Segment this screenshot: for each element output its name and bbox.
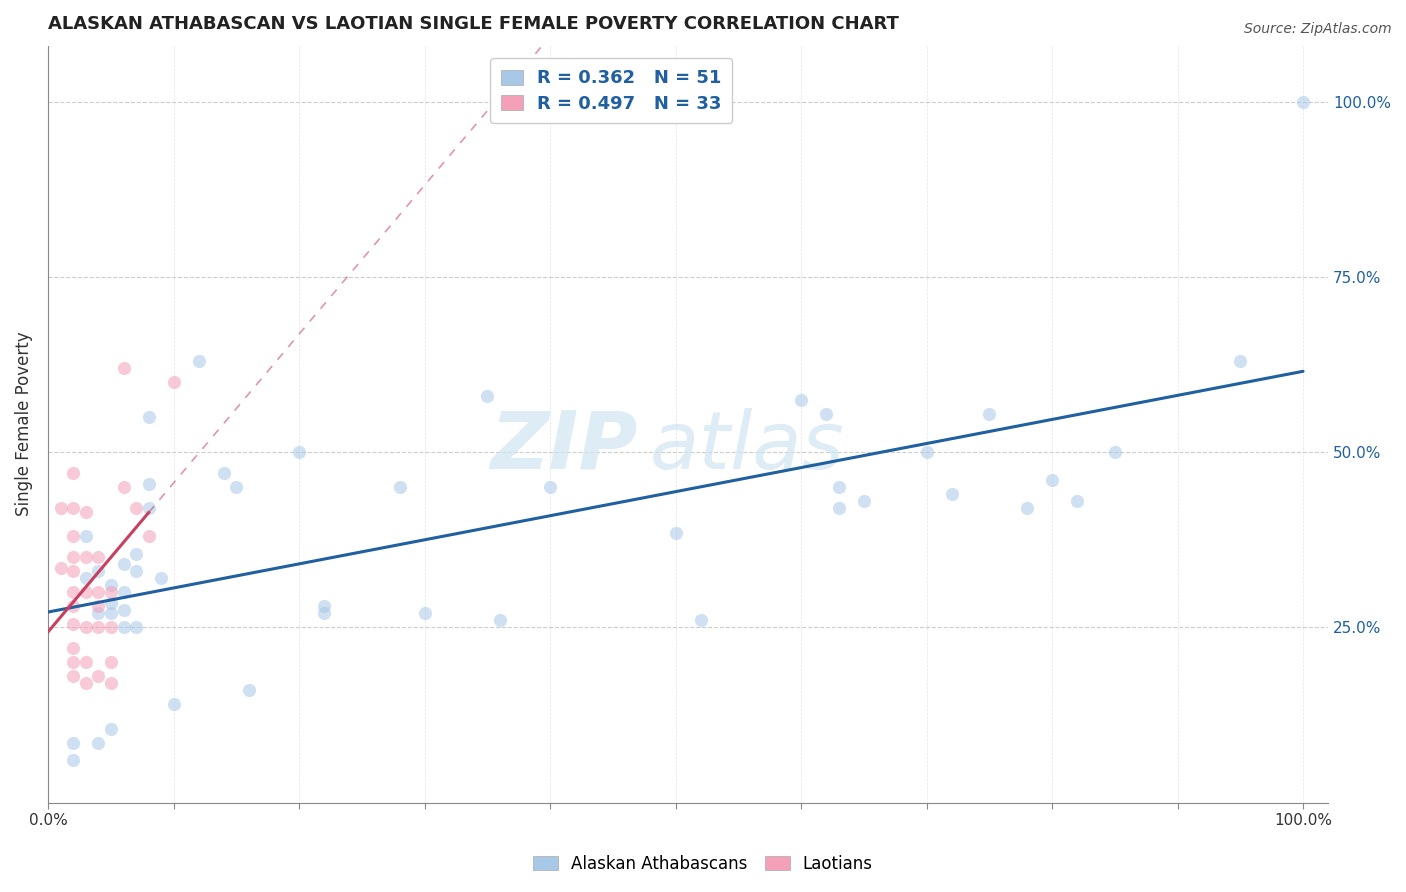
Point — [87, 599, 110, 614]
Point — [100, 676, 122, 690]
Point — [852, 494, 875, 508]
Point — [238, 683, 260, 698]
Point — [100, 607, 122, 621]
Point — [75, 550, 97, 565]
Point — [125, 564, 148, 578]
Point — [75, 505, 97, 519]
Point — [477, 389, 499, 403]
Point — [62, 599, 84, 614]
Point — [1229, 354, 1251, 368]
Point — [87, 607, 110, 621]
Point — [112, 620, 135, 634]
Point — [87, 564, 110, 578]
Point — [112, 603, 135, 617]
Point — [125, 501, 148, 516]
Point — [163, 698, 186, 712]
Point — [538, 480, 561, 494]
Point — [125, 547, 148, 561]
Legend: R = 0.362   N = 51, R = 0.497   N = 33: R = 0.362 N = 51, R = 0.497 N = 33 — [491, 59, 733, 123]
Point — [225, 480, 247, 494]
Point — [689, 613, 711, 627]
Point — [941, 487, 963, 501]
Point — [1066, 494, 1088, 508]
Point — [112, 558, 135, 572]
Point — [915, 445, 938, 459]
Point — [87, 585, 110, 599]
Text: atlas: atlas — [650, 408, 845, 486]
Point — [75, 571, 97, 585]
Y-axis label: Single Female Poverty: Single Female Poverty — [15, 332, 32, 516]
Point — [288, 445, 311, 459]
Point — [212, 466, 235, 480]
Point — [1015, 501, 1038, 516]
Point — [87, 550, 110, 565]
Point — [100, 596, 122, 610]
Point — [150, 571, 173, 585]
Point — [413, 607, 436, 621]
Text: ZIP: ZIP — [489, 408, 637, 486]
Point — [62, 585, 84, 599]
Point — [75, 585, 97, 599]
Point — [138, 501, 160, 516]
Point — [388, 480, 411, 494]
Point — [489, 613, 512, 627]
Point — [75, 620, 97, 634]
Point — [187, 354, 209, 368]
Point — [75, 529, 97, 543]
Point — [138, 410, 160, 425]
Point — [87, 669, 110, 683]
Text: ALASKAN ATHABASCAN VS LAOTIAN SINGLE FEMALE POVERTY CORRELATION CHART: ALASKAN ATHABASCAN VS LAOTIAN SINGLE FEM… — [48, 15, 900, 33]
Point — [62, 656, 84, 670]
Point — [138, 529, 160, 543]
Point — [1104, 445, 1126, 459]
Point — [112, 585, 135, 599]
Point — [828, 501, 851, 516]
Point — [1040, 473, 1063, 487]
Point — [1292, 95, 1315, 109]
Point — [138, 476, 160, 491]
Point — [979, 407, 1001, 421]
Point — [828, 480, 851, 494]
Point — [100, 722, 122, 736]
Point — [75, 656, 97, 670]
Point — [87, 736, 110, 750]
Point — [112, 480, 135, 494]
Point — [100, 656, 122, 670]
Point — [100, 578, 122, 592]
Point — [62, 754, 84, 768]
Point — [62, 550, 84, 565]
Point — [49, 560, 72, 574]
Point — [62, 641, 84, 656]
Point — [62, 736, 84, 750]
Point — [100, 620, 122, 634]
Point — [62, 564, 84, 578]
Point — [87, 620, 110, 634]
Point — [100, 585, 122, 599]
Point — [62, 501, 84, 516]
Point — [49, 501, 72, 516]
Point — [62, 466, 84, 480]
Legend: Alaskan Athabascans, Laotians: Alaskan Athabascans, Laotians — [526, 848, 880, 880]
Point — [62, 616, 84, 631]
Point — [665, 525, 688, 540]
Point — [62, 669, 84, 683]
Point — [163, 375, 186, 389]
Point — [314, 599, 336, 614]
Point — [125, 620, 148, 634]
Point — [112, 361, 135, 376]
Point — [314, 607, 336, 621]
Point — [62, 529, 84, 543]
Point — [790, 392, 813, 407]
Point — [815, 407, 838, 421]
Point — [75, 676, 97, 690]
Text: Source: ZipAtlas.com: Source: ZipAtlas.com — [1244, 22, 1392, 37]
